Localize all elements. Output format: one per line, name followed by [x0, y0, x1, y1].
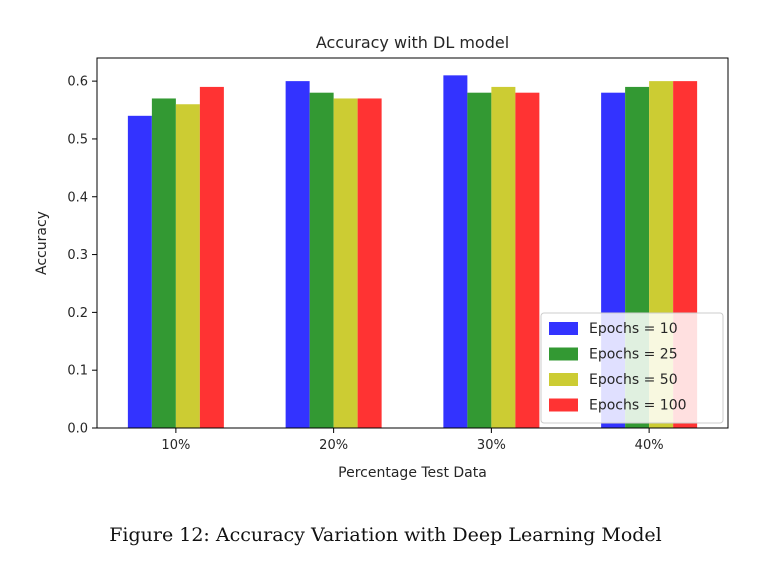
legend-box	[540, 312, 724, 424]
bar-3-10pct	[175, 104, 200, 428]
figure-caption: Figure 12: Accuracy Variation with Deep …	[109, 524, 662, 546]
legend-swatch	[549, 347, 578, 361]
bar-4-10pct	[199, 86, 224, 428]
x-tick-label: 40%	[635, 438, 664, 453]
bar-1-30pct	[443, 75, 468, 428]
y-tick-label: 0.4	[67, 190, 88, 205]
bar-1-10pct	[127, 115, 152, 428]
legend: Epochs = 10 Epochs = 25 Epochs = 50 Epochs …	[540, 312, 724, 424]
legend-swatch	[549, 322, 578, 335]
legend-label: Epochs = 100	[589, 398, 687, 414]
bar-2-20pct	[309, 92, 334, 428]
x-axis-label: Percentage Test Data	[338, 465, 487, 481]
bar-2-30pct	[467, 92, 492, 428]
legend-swatch	[549, 373, 578, 386]
plot-frame	[96, 57, 729, 429]
y-axis-label: Accuracy	[34, 211, 50, 275]
ticks-layer: 0.0 0.1 0.2 0.3 0.4 0.5 0.6 10% 20% 30% 40%	[67, 75, 663, 453]
bar-3-30pct	[491, 86, 516, 428]
bar-3-20pct	[333, 98, 358, 428]
x-tick-label: 10%	[161, 438, 190, 453]
bar-4-20pct	[357, 98, 382, 428]
chart-title: Accuracy with DL model	[316, 33, 509, 52]
bar-1-20pct	[285, 81, 310, 428]
y-tick-label: 0.6	[67, 75, 88, 90]
y-tick-label: 0.5	[67, 132, 88, 147]
y-tick-label: 0.0	[67, 422, 88, 437]
y-tick-label: 0.2	[67, 306, 88, 321]
legend-label: Epochs = 10	[589, 321, 678, 337]
chart: Accuracy with DL model Accuracy Percenta…	[34, 33, 729, 481]
legend-label: Epochs = 50	[589, 372, 678, 388]
x-tick-label: 20%	[319, 438, 348, 453]
x-tick-label: 30%	[477, 438, 506, 453]
bar-4-30pct	[515, 92, 540, 428]
legend-swatch	[549, 398, 578, 412]
y-tick-label: 0.3	[67, 248, 88, 263]
bar-2-10pct	[151, 98, 176, 428]
y-tick-label: 0.1	[67, 364, 88, 379]
legend-label: Epochs = 25	[589, 347, 678, 363]
